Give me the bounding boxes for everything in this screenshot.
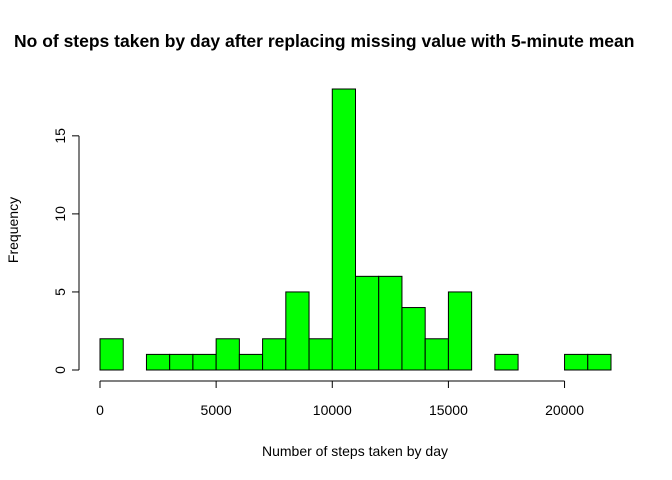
x-tick-label: 10000: [313, 402, 352, 418]
histogram-bar: [401, 307, 426, 371]
histogram-bar: [355, 275, 380, 371]
histogram-bar: [215, 338, 240, 371]
histogram-bar: [145, 353, 171, 371]
histogram-bar: [564, 353, 589, 371]
x-axis-label: Number of steps taken by day: [262, 443, 448, 459]
histogram-bar: [587, 353, 612, 371]
histogram-bar: [238, 353, 264, 371]
y-axis-label: Frequency: [5, 197, 21, 263]
histogram-bar: [169, 353, 194, 371]
histogram-bar: [262, 338, 287, 371]
x-tick-label: 0: [96, 402, 104, 418]
y-tick-label: 15: [52, 128, 68, 144]
histogram-bar: [494, 353, 519, 371]
histogram-bar: [331, 88, 357, 371]
x-tick-label: 15000: [429, 402, 468, 418]
x-tick-label: 5000: [201, 402, 232, 418]
histogram-bar: [424, 338, 449, 371]
histogram-bar: [447, 291, 473, 371]
chart-title: No of steps taken by day after replacing…: [14, 31, 634, 51]
y-tick-label: 5: [52, 288, 68, 296]
histogram-bar: [192, 353, 217, 371]
bars-group: [99, 88, 612, 371]
histogram-bar: [285, 291, 310, 371]
y-axis: 0 5 10 15: [52, 128, 80, 374]
histogram-bar: [99, 338, 124, 371]
y-tick-label: 0: [52, 366, 68, 374]
y-tick-label: 10: [52, 206, 68, 222]
x-axis: 0 5000 10000 15000 20000: [96, 380, 584, 418]
x-tick-label: 20000: [545, 402, 584, 418]
histogram-bar: [308, 338, 333, 371]
histogram-bar: [378, 275, 403, 371]
